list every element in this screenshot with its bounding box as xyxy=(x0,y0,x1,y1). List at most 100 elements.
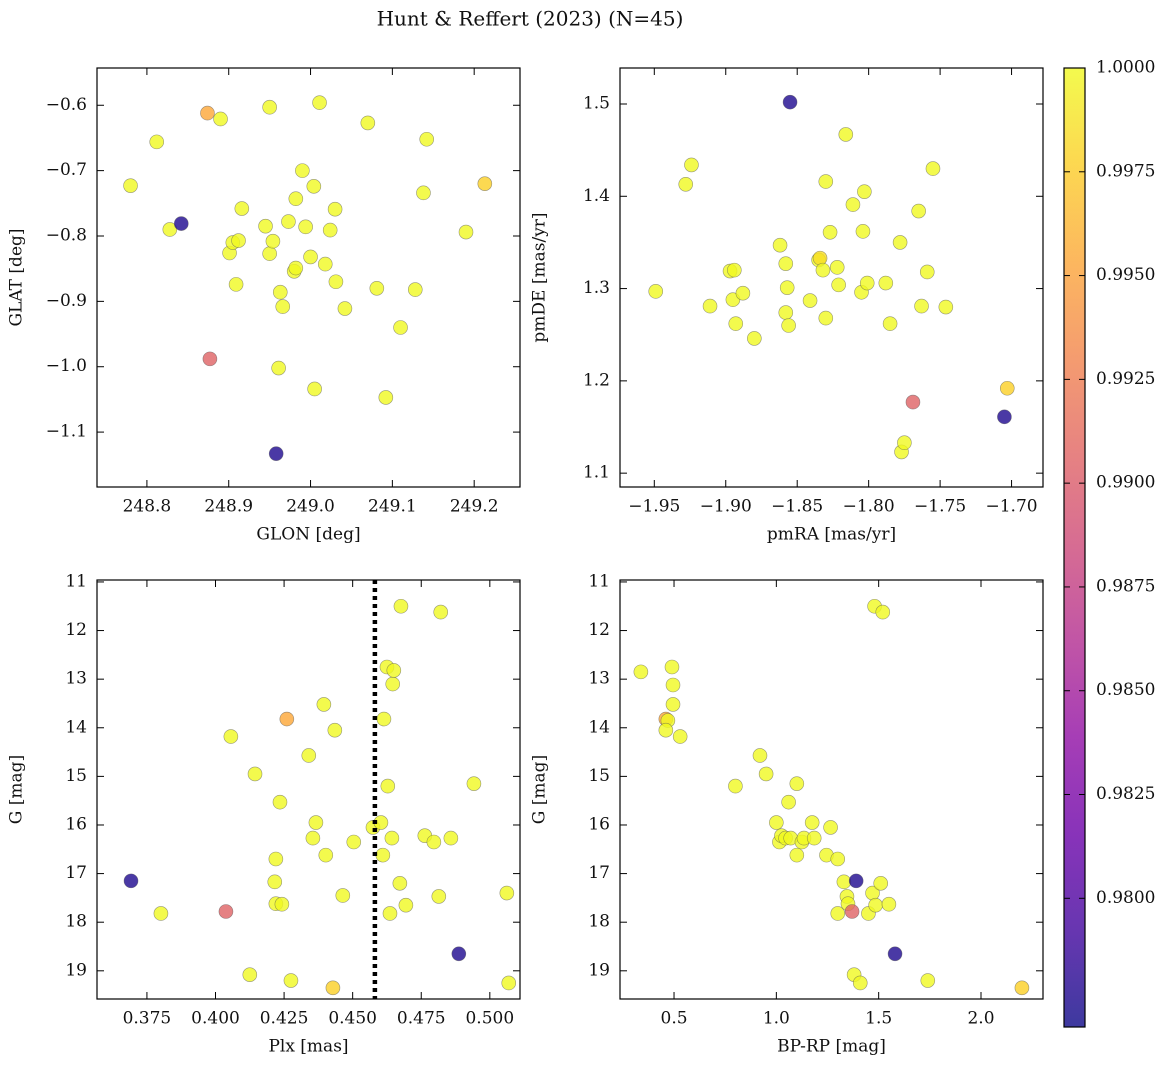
colorbar-tick-label: 0.9975 xyxy=(1096,161,1155,181)
data-point xyxy=(268,851,284,867)
data-point xyxy=(672,729,688,744)
colorbar-tick-label: 0.9925 xyxy=(1096,369,1155,389)
data-point xyxy=(398,897,414,913)
data-point xyxy=(317,256,333,272)
data-point xyxy=(829,260,845,275)
data-point xyxy=(385,676,401,692)
data-point xyxy=(443,830,459,846)
data-point xyxy=(123,873,139,889)
y-axis-label: GLAT [deg] xyxy=(7,228,27,326)
data-point xyxy=(836,874,852,890)
data-point xyxy=(223,729,239,744)
data-point xyxy=(274,896,290,912)
data-point xyxy=(173,216,189,231)
data-point xyxy=(779,280,795,295)
y-axis-label: G [mag] xyxy=(530,755,550,824)
data-point xyxy=(298,219,313,235)
y-tick-label: 14 xyxy=(588,717,610,737)
data-point xyxy=(844,904,860,919)
data-point xyxy=(393,598,409,614)
data-point xyxy=(868,897,883,913)
y-tick-label: −1.0 xyxy=(46,356,87,376)
data-point xyxy=(458,224,474,240)
data-point xyxy=(914,298,929,314)
x-tick-label: −1.70 xyxy=(986,497,1038,517)
data-point xyxy=(272,284,288,300)
data-point xyxy=(769,815,784,830)
x-tick-label: 0.425 xyxy=(260,1009,309,1029)
y-tick-label: 19 xyxy=(65,960,87,980)
data-point xyxy=(758,766,774,782)
data-point xyxy=(431,889,447,904)
data-point xyxy=(262,246,277,261)
data-point xyxy=(433,604,449,620)
data-point xyxy=(818,174,834,189)
x-tick-label: 248.9 xyxy=(204,497,253,517)
data-point xyxy=(426,834,442,850)
data-point xyxy=(838,127,854,142)
data-point xyxy=(380,778,396,794)
data-point xyxy=(316,697,332,712)
data-point xyxy=(999,380,1015,396)
data-point xyxy=(911,203,926,219)
y-tick-label: 16 xyxy=(588,814,610,834)
x-tick-label: 0.475 xyxy=(397,1009,446,1029)
x-tick-label: −1.90 xyxy=(700,497,752,517)
data-point xyxy=(328,274,344,290)
data-point xyxy=(407,282,423,297)
data-point xyxy=(781,318,796,333)
data-point xyxy=(920,973,936,988)
data-point xyxy=(327,201,343,217)
y-tick-label: 11 xyxy=(65,571,87,591)
data-point xyxy=(327,722,343,738)
data-point xyxy=(857,184,872,199)
colorbar-tick-label: 0.9950 xyxy=(1096,265,1155,285)
data-point xyxy=(727,262,742,278)
data-point xyxy=(938,299,954,315)
data-point xyxy=(416,185,431,201)
data-point xyxy=(382,906,398,921)
data-point xyxy=(873,876,889,891)
data-point xyxy=(802,293,818,308)
axes-frame xyxy=(96,579,521,1000)
figure-title: Hunt & Reffert (2023) (N=45) xyxy=(377,7,684,31)
y-tick-label: 1.5 xyxy=(583,93,610,113)
y-tick-label: 17 xyxy=(588,863,610,883)
data-point xyxy=(228,277,244,292)
data-point xyxy=(153,906,169,921)
data-point xyxy=(499,885,515,901)
data-point xyxy=(305,830,321,846)
data-point xyxy=(360,115,376,131)
data-point xyxy=(262,99,277,115)
colorbar-tick-label: 0.9875 xyxy=(1096,576,1155,596)
data-point xyxy=(301,748,317,763)
data-point xyxy=(376,711,392,727)
data-point xyxy=(303,249,318,265)
y-tick-label: 14 xyxy=(65,717,87,737)
data-point xyxy=(702,298,718,314)
data-point xyxy=(242,967,258,982)
y-tick-label: 12 xyxy=(65,620,87,640)
x-tick-label: 0.450 xyxy=(328,1009,377,1029)
data-point xyxy=(882,316,898,331)
colorbar-tick-label: 0.9825 xyxy=(1096,784,1155,804)
data-point xyxy=(658,722,674,738)
y-tick-label: −1.1 xyxy=(46,422,87,442)
y-tick-label: 13 xyxy=(588,669,610,689)
data-point xyxy=(200,105,215,121)
data-point xyxy=(665,677,681,693)
colorbar-tick-label: 1.0000 xyxy=(1096,58,1155,78)
x-tick-label: 249.1 xyxy=(368,497,417,517)
data-point xyxy=(822,224,838,240)
data-point xyxy=(878,275,894,291)
data-point xyxy=(288,191,304,207)
data-point xyxy=(845,197,861,212)
x-tick-label: 249.0 xyxy=(286,497,335,517)
y-tick-label: 11 xyxy=(588,571,610,591)
data-point xyxy=(728,316,744,331)
y-tick-label: −0.6 xyxy=(46,95,87,115)
data-point xyxy=(218,904,234,919)
data-point xyxy=(306,179,322,194)
x-tick-label: 0.500 xyxy=(465,1009,514,1029)
